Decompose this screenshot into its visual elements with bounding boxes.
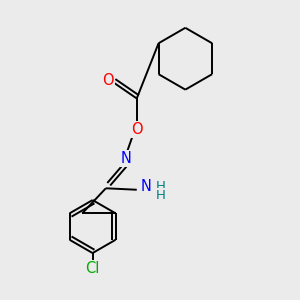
Text: H: H (155, 189, 165, 202)
Text: N: N (140, 179, 151, 194)
Text: N: N (121, 151, 132, 166)
Text: Cl: Cl (85, 261, 100, 276)
Text: O: O (102, 73, 114, 88)
Text: O: O (131, 122, 142, 137)
Text: H: H (155, 180, 165, 193)
